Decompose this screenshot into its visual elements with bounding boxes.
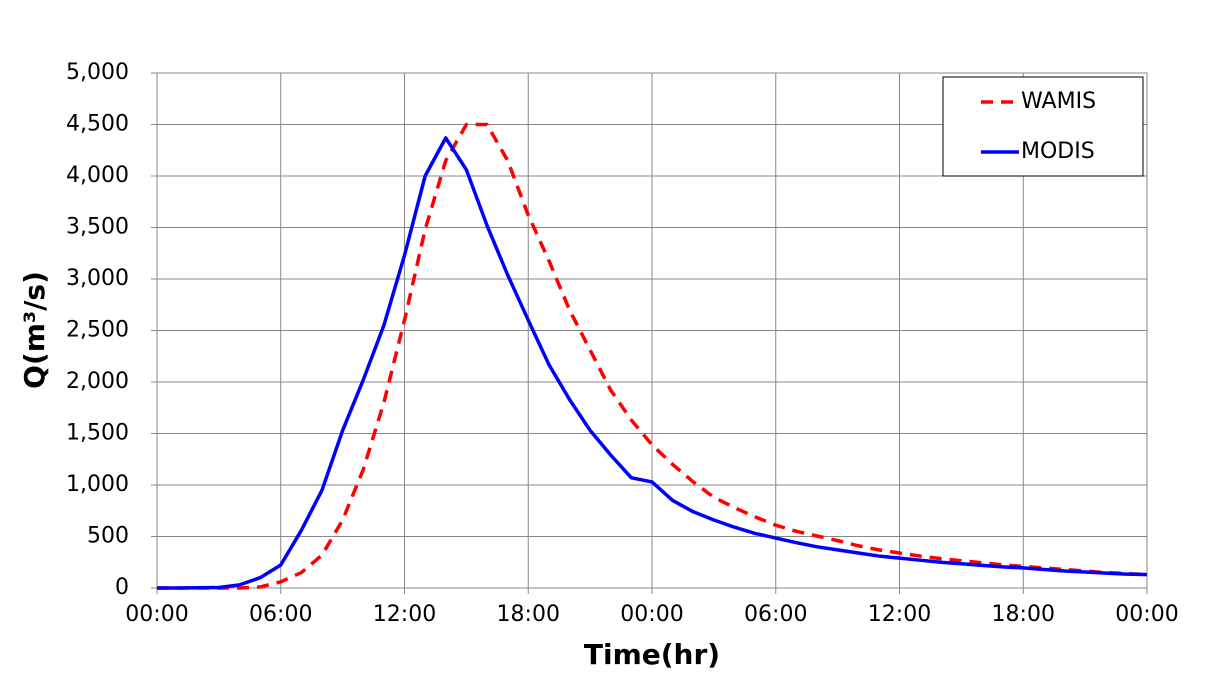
y-tick-label: 2,500 bbox=[66, 318, 129, 343]
y-tick-label: 3,500 bbox=[66, 215, 129, 240]
y-tick-label: 3,000 bbox=[66, 266, 129, 291]
y-axis-title: Q(m³/s) bbox=[18, 271, 51, 389]
y-tick-label: 5,000 bbox=[66, 60, 129, 85]
plot-border bbox=[156, 72, 1148, 589]
x-tick-label: 06:00 bbox=[744, 602, 807, 627]
y-tick-label: 1,000 bbox=[66, 472, 129, 497]
x-tick-label: 12:00 bbox=[373, 602, 436, 627]
y-tick-label: 1,500 bbox=[66, 421, 129, 446]
legend-box bbox=[942, 76, 1144, 177]
x-axis-title: Time(hr) bbox=[584, 638, 720, 671]
x-tick-label: 00:00 bbox=[125, 602, 188, 627]
x-tick-label: 12:00 bbox=[868, 602, 931, 627]
y-tick-label: 4,000 bbox=[66, 163, 129, 188]
legend-label: MODIS bbox=[1021, 139, 1095, 164]
x-tick-label: 00:00 bbox=[620, 602, 683, 627]
x-tick-label: 00:00 bbox=[1115, 602, 1178, 627]
y-tick-label: 4,500 bbox=[66, 112, 129, 137]
x-tick-label: 18:00 bbox=[992, 602, 1055, 627]
y-tick-label: 2,000 bbox=[66, 369, 129, 394]
y-tick-label: 500 bbox=[87, 524, 129, 549]
x-tick-label: 06:00 bbox=[249, 602, 312, 627]
y-tick-label: 0 bbox=[115, 575, 129, 600]
legend-label: WAMIS bbox=[1021, 89, 1096, 114]
series-line bbox=[157, 136, 1148, 590]
x-tick-label: 18:00 bbox=[497, 602, 560, 627]
